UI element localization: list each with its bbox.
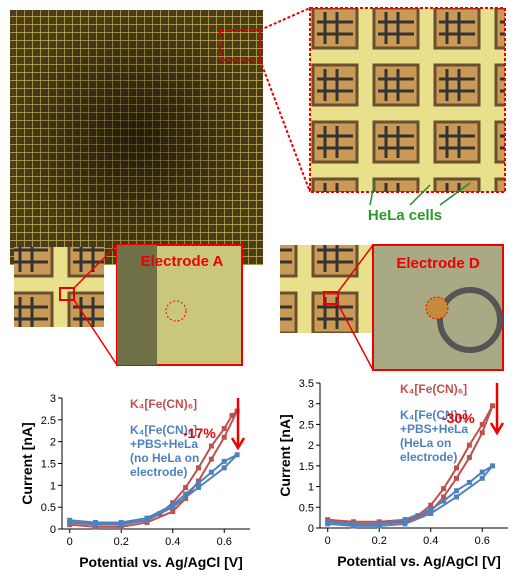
y-tick-label: 0	[50, 524, 56, 536]
point	[93, 522, 98, 527]
point	[467, 480, 472, 485]
point	[170, 509, 175, 514]
y-tick-label: 3	[308, 399, 314, 411]
point	[490, 463, 495, 468]
y-axis-title: Current [nA]	[19, 422, 35, 504]
point	[480, 430, 485, 435]
y-tick-label: 0	[308, 523, 314, 535]
point	[490, 403, 495, 408]
y-tick-label: 3.5	[299, 378, 314, 390]
point	[480, 422, 485, 427]
arrow	[232, 398, 244, 448]
point	[183, 485, 188, 490]
point	[454, 465, 459, 470]
x-tick-label: 0.4	[165, 536, 180, 548]
x-tick-label: 0.4	[423, 535, 438, 547]
y-tick-label: 1.5	[299, 461, 314, 473]
point	[351, 523, 356, 528]
legend-entry: K₄[Fe(CN)₆]	[130, 397, 197, 411]
point	[454, 476, 459, 481]
point	[196, 481, 201, 486]
series-line	[328, 466, 493, 526]
point	[209, 470, 214, 475]
x-tick-label: 0	[67, 536, 73, 548]
micrograph: HeLa cells	[10, 8, 505, 265]
y-tick-label: 0.5	[299, 502, 314, 514]
point	[325, 521, 330, 526]
x-tick-label: 0.2	[372, 535, 387, 547]
y-axis-title: Current [nA]	[277, 414, 293, 496]
point	[402, 521, 407, 526]
y-tick-label: 2.5	[41, 415, 56, 427]
point	[454, 494, 459, 499]
point	[441, 486, 446, 491]
point	[196, 465, 201, 470]
y-tick-label: 1	[50, 480, 56, 492]
x-tick-label: 0.2	[114, 536, 129, 548]
x-axis-title: Potential vs. Ag/AgCl [V]	[337, 553, 501, 569]
point	[467, 443, 472, 448]
electrode-a-label: Electrode A	[141, 253, 224, 270]
point	[480, 470, 485, 475]
point	[229, 413, 234, 418]
figure: HeLa cells Electrode A Electrode D 0 0.5 1…	[0, 0, 515, 574]
point	[222, 459, 227, 464]
point	[428, 511, 433, 516]
point	[467, 455, 472, 460]
point	[119, 522, 124, 527]
legend-entry: K₄[Fe(CN)₆]	[400, 382, 467, 396]
point	[196, 485, 201, 490]
point	[209, 457, 214, 462]
y-tick-label: 2	[308, 440, 314, 452]
y-tick-label: 3	[50, 393, 56, 405]
y-tick-label: 2	[50, 437, 56, 449]
y-tick-label: 1.5	[41, 459, 56, 471]
y-tick-label: 1	[308, 482, 314, 494]
x-tick-label: 0	[325, 535, 331, 547]
point	[170, 505, 175, 510]
hela-label: HeLa cells	[368, 207, 442, 224]
point	[222, 435, 227, 440]
electrode-d-label: Electrode D	[396, 255, 480, 272]
point	[235, 452, 240, 457]
x-tick-label: 0.6	[475, 535, 490, 547]
point	[480, 476, 485, 481]
x-axis-title: Potential vs. Ag/AgCl [V]	[79, 554, 243, 570]
y-tick-label: 0.5	[41, 502, 56, 514]
point	[209, 444, 214, 449]
point	[222, 465, 227, 470]
point	[183, 492, 188, 497]
y-tick-label: 2.5	[299, 419, 314, 431]
point	[67, 520, 72, 525]
point	[377, 523, 382, 528]
point	[144, 518, 149, 523]
point	[222, 426, 227, 431]
point	[454, 488, 459, 493]
point	[441, 499, 446, 504]
x-tick-label: 0.6	[217, 536, 232, 548]
annotation: -30%	[442, 410, 475, 426]
annotation: -17%	[183, 425, 216, 441]
